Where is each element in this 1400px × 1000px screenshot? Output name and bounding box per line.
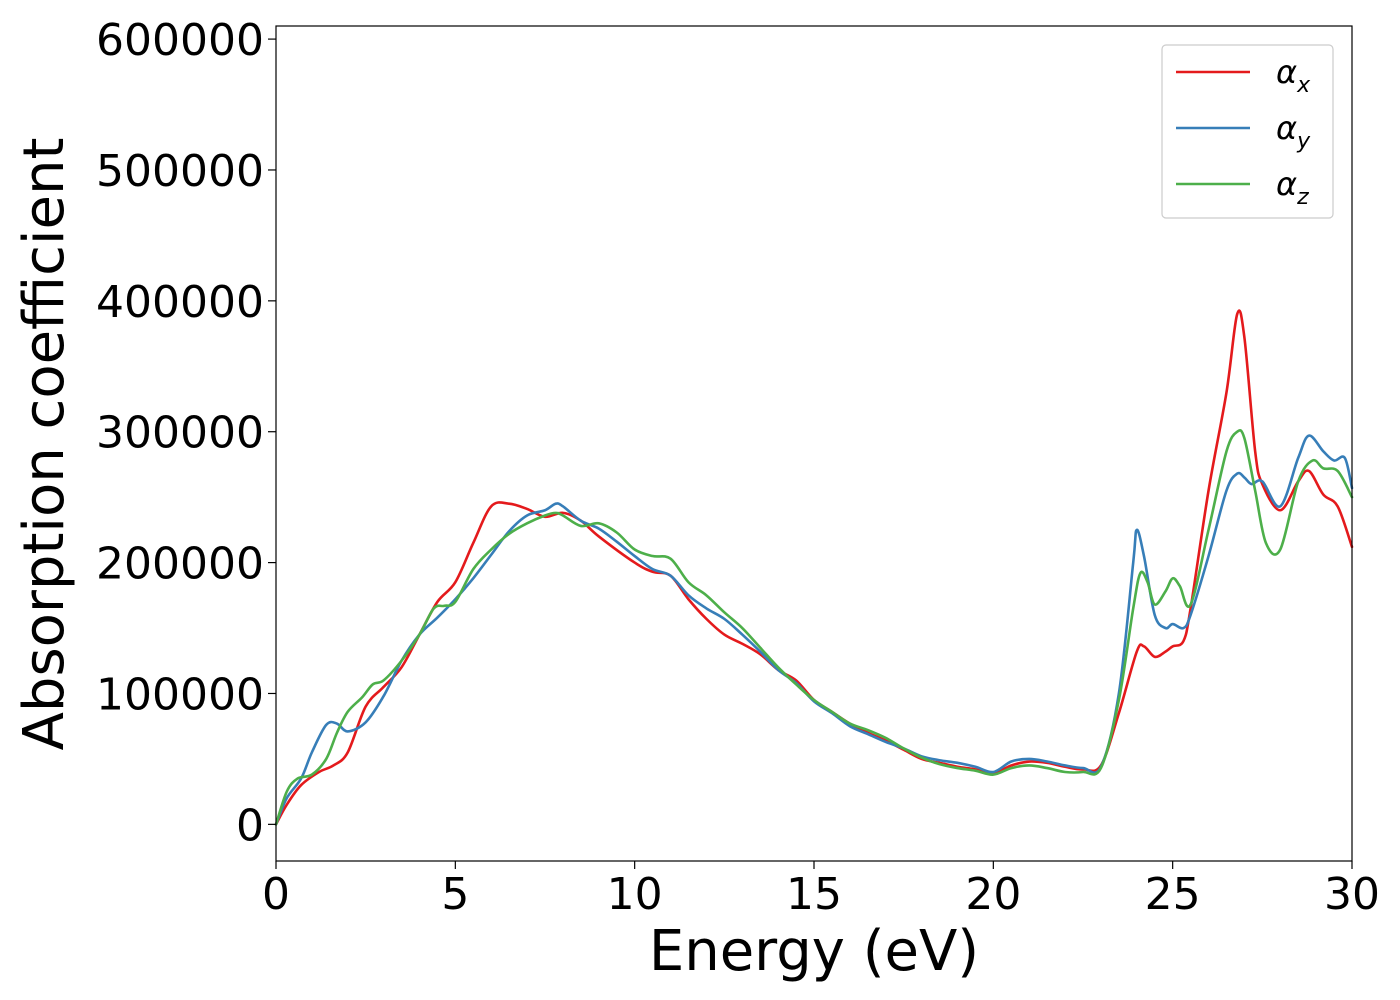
y-tick-label: 500000 [96, 146, 264, 197]
y-tick-label: 200000 [96, 539, 264, 590]
legend-frame [1161, 44, 1334, 219]
y-tick-label: 400000 [96, 277, 264, 328]
series-line-alpha-y [274, 434, 1354, 826]
x-axis-ticks: 0 5 10 15 20 25 30 [262, 861, 1380, 920]
series-line-alpha-z [274, 428, 1354, 826]
x-tick-label: 5 [441, 869, 469, 920]
y-tick-label: 0 [236, 800, 264, 851]
y-axis-label: Absorption coefficient [12, 138, 77, 751]
legend-subscript: z [1296, 185, 1309, 210]
y-tick-label: 600000 [96, 15, 264, 66]
x-tick-label: 30 [1324, 869, 1380, 920]
y-axis-ticks: 0 100000 200000 300000 400000 500000 600000 [96, 15, 276, 851]
x-axis-label: Energy (eV) [649, 919, 979, 984]
series-layer [274, 309, 1354, 826]
y-tick-label: 100000 [96, 669, 264, 720]
y-tick-label: 300000 [96, 408, 264, 459]
x-tick-label: 10 [607, 869, 663, 920]
legend-subscript: y [1296, 129, 1311, 154]
x-tick-label: 25 [1145, 869, 1201, 920]
x-tick-label: 0 [262, 869, 290, 920]
x-tick-label: 20 [965, 869, 1021, 920]
legend-subscript: x [1296, 73, 1311, 98]
x-tick-label: 15 [786, 869, 842, 920]
